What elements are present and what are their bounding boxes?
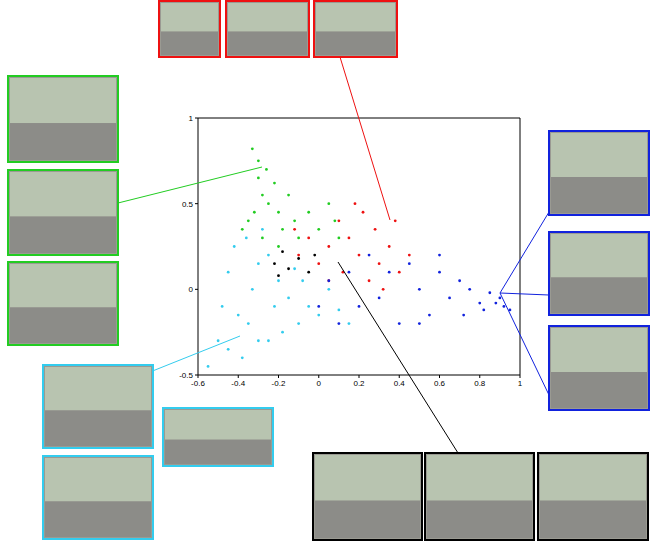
svg-text:0.2: 0.2 <box>353 379 365 388</box>
svg-text:0.4: 0.4 <box>394 379 406 388</box>
svg-text:0: 0 <box>189 285 194 294</box>
svg-text:1: 1 <box>518 379 523 388</box>
svg-text:-0.4: -0.4 <box>231 379 245 388</box>
svg-text:-0.6: -0.6 <box>191 379 205 388</box>
svg-text:0.8: 0.8 <box>474 379 486 388</box>
svg-text:-0.2: -0.2 <box>272 379 286 388</box>
svg-text:0.5: 0.5 <box>182 200 194 209</box>
svg-text:0.6: 0.6 <box>434 379 446 388</box>
svg-text:-0.5: -0.5 <box>179 371 193 380</box>
svg-text:0: 0 <box>317 379 322 388</box>
svg-text:1: 1 <box>189 114 194 123</box>
